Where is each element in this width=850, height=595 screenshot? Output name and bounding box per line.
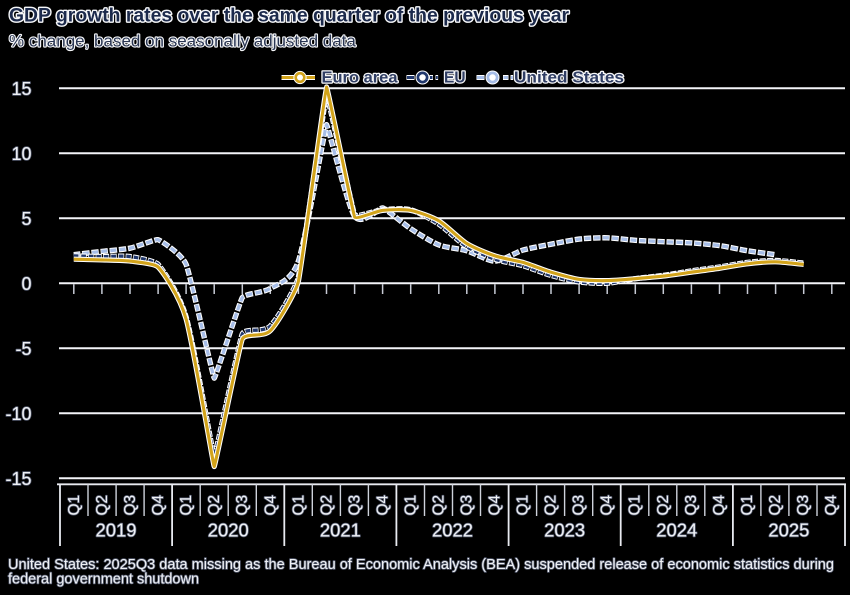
svg-text:Q2: Q2 [767, 495, 784, 516]
svg-text:Q2: Q2 [431, 495, 448, 516]
svg-text:Q4: Q4 [599, 494, 616, 515]
svg-text:2020: 2020 [208, 521, 249, 541]
svg-text:Q1: Q1 [403, 495, 420, 516]
svg-text:EU: EU [444, 70, 466, 87]
svg-text:Q2: Q2 [206, 495, 223, 516]
svg-text:Q4: Q4 [374, 494, 391, 515]
svg-text:Q2: Q2 [94, 495, 111, 516]
svg-text:Q3: Q3 [122, 495, 139, 516]
svg-text:Q4: Q4 [262, 494, 279, 515]
svg-text:Euro area: Euro area [322, 70, 398, 87]
svg-text:GDP growth rates over the same: GDP growth rates over the same quarter o… [9, 5, 569, 27]
svg-text:United States: 2025Q3 data mis: United States: 2025Q3 data missing as th… [8, 557, 834, 573]
svg-text:Q2: Q2 [655, 495, 672, 516]
svg-text:15: 15 [11, 79, 31, 99]
svg-text:2021: 2021 [320, 521, 361, 541]
svg-text:Q3: Q3 [346, 495, 363, 516]
svg-text:United States: United States [514, 70, 624, 87]
svg-text:Q1: Q1 [739, 495, 756, 516]
svg-text:Q3: Q3 [795, 495, 812, 516]
svg-text:Q3: Q3 [234, 495, 251, 516]
svg-text:10: 10 [11, 144, 31, 164]
svg-text:2022: 2022 [432, 521, 473, 541]
svg-text:Q1: Q1 [627, 495, 644, 516]
svg-text:Q2: Q2 [543, 495, 560, 516]
svg-text:-15: -15 [5, 469, 31, 489]
svg-text:Q3: Q3 [571, 495, 588, 516]
svg-text:Q3: Q3 [683, 495, 700, 516]
svg-text:Q4: Q4 [823, 494, 840, 515]
svg-text:Q4: Q4 [487, 494, 504, 515]
svg-text:0: 0 [21, 274, 31, 294]
svg-text:Q3: Q3 [459, 495, 476, 516]
svg-text:-5: -5 [15, 339, 31, 359]
svg-text:2025: 2025 [768, 521, 809, 541]
svg-text:% change, based on seasonally: % change, based on seasonally adjusted d… [9, 32, 356, 51]
svg-text:federal government shutdown: federal government shutdown [8, 572, 199, 588]
svg-text:-10: -10 [5, 404, 31, 424]
svg-text:Q1: Q1 [178, 495, 195, 516]
svg-text:Q4: Q4 [150, 494, 167, 515]
svg-text:Q4: Q4 [711, 494, 728, 515]
svg-text:Q2: Q2 [318, 495, 335, 516]
svg-text:5: 5 [21, 209, 31, 229]
svg-text:Q1: Q1 [290, 495, 307, 516]
svg-text:2023: 2023 [544, 521, 585, 541]
svg-text:2024: 2024 [656, 521, 697, 541]
svg-text:2019: 2019 [96, 521, 137, 541]
svg-text:Q1: Q1 [515, 495, 532, 516]
svg-text:Q1: Q1 [66, 495, 83, 516]
